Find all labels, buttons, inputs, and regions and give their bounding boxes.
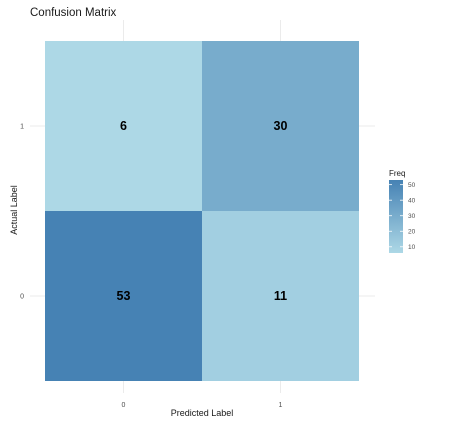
chart-title: Confusion Matrix [30, 7, 117, 19]
legend-tick-label: 10 [408, 244, 416, 251]
cell-value-labels: 6 30 53 11 [117, 119, 288, 303]
cell-value-label: 53 [117, 289, 131, 303]
y-axis-ticks: 01 [20, 124, 24, 301]
legend-tick-label: 50 [408, 182, 416, 189]
heatmap-cell [45, 211, 202, 381]
heatmap-cell [45, 41, 202, 211]
legend-tick-label: 40 [408, 197, 416, 204]
cell-value-label: 6 [120, 119, 127, 133]
heatmap-cells [45, 41, 359, 381]
x-tick-label: 1 [279, 402, 283, 409]
y-tick-label: 0 [20, 294, 24, 301]
legend-colorbar [389, 180, 403, 253]
y-axis-title: Actual Label [9, 185, 19, 235]
legend-tick-label: 30 [408, 213, 416, 220]
x-tick-label: 0 [122, 402, 126, 409]
heatmap-cell [202, 41, 359, 211]
x-axis-title: Predicted Label [171, 408, 234, 418]
legend-title: Freq [389, 169, 405, 178]
y-tick-label: 1 [20, 124, 24, 131]
legend-ticks: 10 20 30 40 50 [389, 182, 416, 251]
cell-value-label: 11 [274, 289, 287, 303]
heatmap-cell [202, 211, 359, 381]
legend: Freq 10 20 30 40 50 [389, 169, 416, 253]
cell-value-label: 30 [274, 119, 288, 133]
legend-tick-label: 20 [408, 229, 416, 236]
